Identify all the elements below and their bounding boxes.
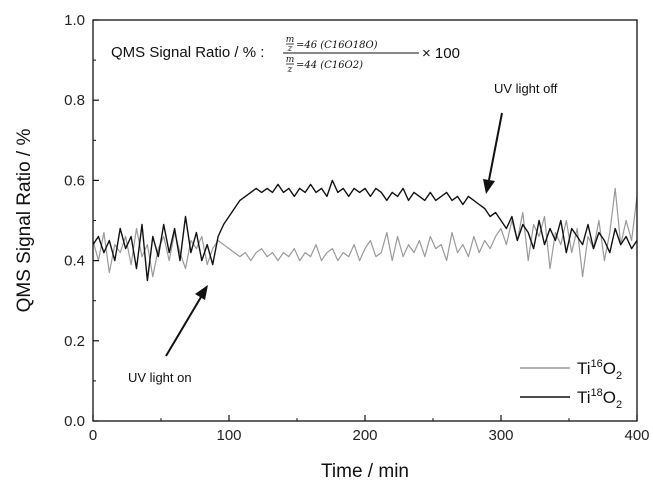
axis-ticks: 0 100 200 300 400 0.0 0.2 0.4 0.6 0.8 1.0: [64, 12, 649, 444]
formula-numerator: m z =46 (C16O18O): [286, 35, 378, 54]
legend-label-ti18o2: Ti18O2: [577, 387, 622, 411]
formula-denominator: m z =44 (C16O2): [286, 55, 363, 75]
formula-num-frac-top: m: [286, 35, 295, 45]
legend-ti16o2-o: O: [603, 359, 616, 378]
y-tick-label: 0.6: [64, 172, 85, 189]
series-line-16: [92, 187, 638, 278]
legend-label-ti16o2: Ti16O2: [577, 358, 622, 382]
y-tick-label: 0.2: [64, 333, 85, 350]
formula-den-frac-top: m: [286, 55, 295, 65]
formula-den-frac-bottom: z: [287, 65, 293, 75]
legend-ti16o2-main: Ti: [577, 359, 591, 378]
legend-ti16o2-sup: 16: [591, 358, 603, 370]
annotation-uv-light-off: UV light off: [494, 81, 558, 96]
series-line-18: [92, 179, 638, 282]
legend-ti18o2-main: Ti: [577, 388, 591, 407]
y-tick-label: 0.8: [64, 92, 85, 109]
x-tick-label: 400: [624, 427, 649, 444]
x-tick-label: 300: [488, 427, 513, 444]
arrow-uv-light-off: [488, 112, 503, 181]
legend-ti16o2-sub: 2: [616, 370, 622, 382]
arrowhead-uv-light-on: [195, 285, 208, 300]
x-tick-label: 0: [89, 427, 97, 444]
formula-num-frac-bottom: z: [287, 44, 293, 54]
arrowhead-uv-light-off: [483, 179, 495, 194]
formula-suffix: × 100: [422, 45, 460, 62]
legend-ti18o2-sub: 2: [616, 399, 622, 411]
arrow-uv-light-on: [165, 296, 202, 357]
plot-series: [92, 179, 638, 282]
y-tick-label: 0.0: [64, 413, 85, 430]
formula-annotation: QMS Signal Ratio / % : m z =46 (C16O18O)…: [111, 35, 460, 75]
annotations: UV light on UV light off: [128, 81, 558, 385]
formula-num-rest: =46 (C16O18O): [296, 40, 378, 51]
formula-den-rest: =44 (C16O2): [296, 60, 363, 71]
y-axis-title: QMS Signal Ratio / %: [14, 129, 35, 313]
legend-ti18o2-o: O: [603, 388, 616, 407]
formula-prefix: QMS Signal Ratio / % :: [111, 44, 264, 61]
x-tick-label: 200: [352, 427, 377, 444]
annotation-uv-light-on: UV light on: [128, 370, 192, 385]
y-tick-label: 0.4: [64, 253, 85, 270]
x-axis-title: Time / min: [321, 461, 409, 482]
legend-ti18o2-sup: 18: [591, 387, 603, 399]
x-tick-label: 100: [216, 427, 241, 444]
y-tick-label: 1.0: [64, 12, 85, 29]
legend: Ti16O2 Ti18O2: [520, 358, 622, 411]
